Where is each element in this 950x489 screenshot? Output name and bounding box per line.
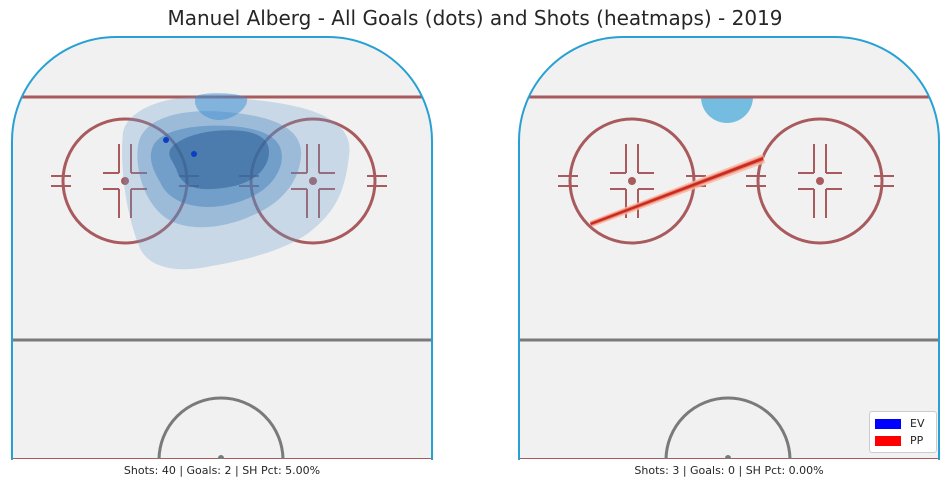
goal-dot-2 (191, 151, 197, 157)
faceoff-circle-right (746, 117, 894, 245)
goal-dot-1 (163, 137, 169, 143)
center-circle (157, 396, 285, 459)
chart-title: Manuel Alberg - All Goals (dots) and Sho… (167, 6, 783, 30)
rink-panel-left (11, 36, 433, 460)
stats-caption-right: Shots: 3 | Goals: 0 | SH Pct: 0.00% (634, 464, 824, 477)
legend-item-pp: PP (875, 432, 931, 449)
center-dot (218, 455, 224, 459)
shot-heatmap-right (590, 154, 765, 227)
center-circle (664, 396, 792, 459)
rink-svg-left (11, 36, 433, 460)
legend-swatch-pp (875, 435, 901, 446)
crease-heatmap (701, 97, 753, 123)
legend-label-ev: EV (910, 417, 925, 430)
legend-label-pp: PP (910, 434, 924, 447)
boards (11, 36, 433, 460)
legend-item-ev: EV (875, 415, 931, 432)
faceoff-circle-right (239, 117, 387, 245)
legend-swatch-ev (875, 418, 901, 429)
center-dot (725, 455, 731, 459)
rink-svg-right (518, 36, 940, 460)
boards (518, 36, 940, 460)
rink-panel-right (518, 36, 940, 460)
stats-caption-left: Shots: 40 | Goals: 2 | SH Pct: 5.00% (123, 464, 321, 477)
legend: EV PP (869, 411, 937, 453)
shot-heatmap-left (122, 93, 350, 270)
